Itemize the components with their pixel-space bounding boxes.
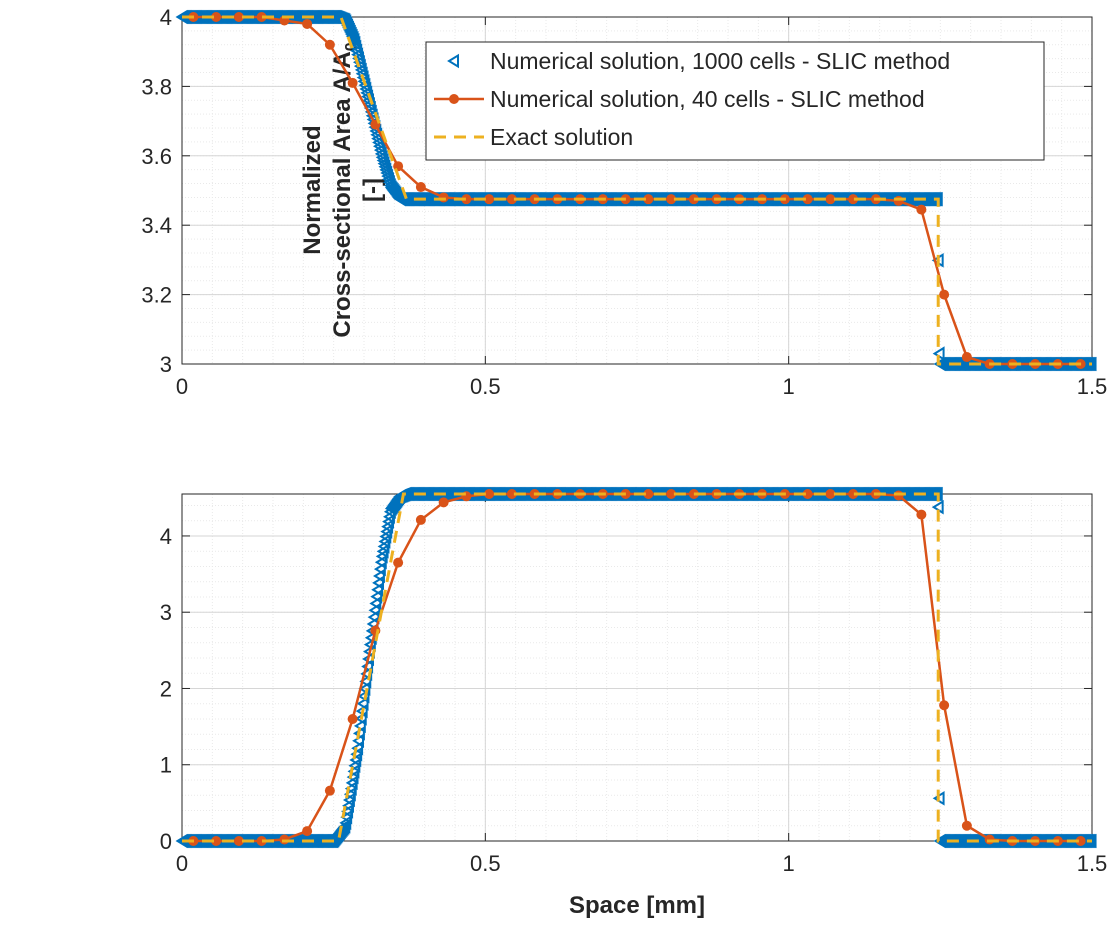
data-point-1000-cells: [367, 609, 380, 625]
data-point-40-cells: [438, 192, 449, 203]
y-tick-label: 4: [160, 524, 172, 549]
data-point-1000-cells: [371, 582, 384, 597]
series-exact-line: [182, 492, 1092, 843]
x-tick-label: 1.5: [1077, 374, 1108, 399]
data-point-1000-cells: [373, 568, 385, 584]
data-point-40-cells: [279, 834, 290, 845]
data-point-40-cells: [211, 836, 222, 846]
data-point-40-cells: [415, 514, 426, 525]
data-point-40-cells: [939, 700, 950, 711]
y-axis-label-line: [-]: [359, 178, 386, 202]
legend-entry-label: Numerical solution, 1000 cells - SLIC me…: [490, 48, 950, 74]
legend: Numerical solution, 1000 cells - SLIC me…: [425, 41, 1045, 161]
data-point-40-cells: [961, 820, 972, 831]
y-tick-label: 3.4: [141, 213, 172, 238]
y-tick-label: 1: [160, 753, 172, 778]
data-point-1000-cells: [369, 596, 382, 611]
x-axis-label: Space [mm]: [569, 892, 705, 919]
legend-entry-label: Exact solution: [490, 124, 633, 150]
data-point-40-cells: [324, 785, 335, 796]
data-point-40-cells: [347, 77, 358, 88]
y-tick-label: 2: [160, 676, 172, 701]
data-point-40-cells: [802, 489, 813, 499]
y-tick-label: 3.2: [141, 283, 172, 308]
data-point-40-cells: [848, 194, 859, 205]
data-point-40-cells: [939, 289, 950, 300]
data-point-40-cells: [347, 713, 358, 724]
data-point-1000-cells: [358, 681, 371, 697]
legend-marker-40-cells: [449, 94, 459, 104]
y-axis-label-line: Normalized: [299, 125, 326, 254]
data-point-40-cells: [302, 18, 313, 29]
data-point-1000-cells: [1084, 356, 1097, 372]
y-tick-label: 3.6: [141, 144, 172, 169]
area-plot-panel: 0 0.5 1 1.5 3 3.2 3.4 3.6 3.8 4 Normalized Cross-se…: [141, 5, 1107, 399]
data-point-40-cells: [916, 509, 927, 520]
data-point-40-cells: [211, 12, 222, 22]
data-point-40-cells: [825, 489, 836, 499]
data-point-40-cells: [256, 12, 267, 22]
data-point-40-cells: [233, 12, 244, 22]
legend-box: [425, 41, 1045, 161]
y-tick-label: 4: [160, 5, 172, 30]
y-tick-label: 3.8: [141, 74, 172, 99]
data-point-40-cells: [461, 194, 472, 205]
data-point-40-cells: [688, 489, 699, 499]
data-point-40-cells: [825, 194, 836, 205]
y-tick-label: 3: [160, 352, 172, 377]
y-axis-label-line: Cross-sectional Area A/A: [329, 51, 356, 337]
y-tick-label: 3: [160, 600, 172, 625]
axes-box: [181, 16, 1093, 365]
x-tick-label: 0.5: [470, 851, 501, 876]
y-tick-label: 0: [160, 829, 172, 854]
data-point-40-cells: [643, 194, 654, 205]
data-point-1000-cells: [372, 575, 385, 591]
data-point-1000-cells: [370, 589, 383, 604]
x-tick-label: 0: [176, 851, 188, 876]
data-point-40-cells: [666, 194, 677, 205]
data-point-40-cells: [393, 557, 404, 568]
y-axis-label: Normalized Cross-sectional Area A/A0[-]: [299, 42, 386, 337]
data-point-40-cells: [984, 834, 995, 845]
data-point-40-cells: [506, 489, 517, 499]
data-point-40-cells: [506, 194, 517, 205]
data-point-1000-cells: [351, 740, 364, 756]
x-tick-label: 1: [783, 374, 795, 399]
data-point-40-cells: [233, 836, 244, 846]
data-point-40-cells: [438, 497, 449, 508]
data-point-40-cells: [666, 489, 677, 499]
data-point-40-cells: [1075, 836, 1086, 846]
x-tick-label: 1.5: [1077, 851, 1108, 876]
data-point-40-cells: [916, 204, 927, 215]
plot-area: [175, 9, 1097, 372]
x-tick-label: 0: [176, 374, 188, 399]
data-point-40-cells: [324, 39, 335, 50]
data-point-1000-cells: [1084, 833, 1097, 849]
data-point-40-cells: [802, 194, 813, 205]
data-point-40-cells: [643, 489, 654, 499]
data-point-40-cells: [256, 836, 267, 846]
data-point-1000-cells: [356, 696, 369, 711]
data-point-40-cells: [893, 195, 904, 206]
data-point-40-cells: [415, 182, 426, 193]
data-point-40-cells: [893, 490, 904, 501]
legend-entry-label: Numerical solution, 40 cells - SLIC meth…: [490, 86, 925, 112]
data-point-40-cells: [688, 194, 699, 205]
data-point-40-cells: [848, 489, 859, 499]
data-point-40-cells: [302, 826, 313, 837]
data-point-40-cells: [484, 194, 495, 205]
data-point-40-cells: [961, 352, 972, 363]
x-tick-label: 1: [783, 851, 795, 876]
legend-marker-1000-cells: [447, 53, 459, 69]
data-point-40-cells: [484, 489, 495, 499]
velocity-plot-panel: 00.511.501234Velocity u[cm/s]Space [mm]: [160, 486, 1108, 919]
data-point-1000-cells: [368, 603, 381, 618]
x-tick-label: 0.5: [470, 374, 501, 399]
plot-area: [175, 486, 1097, 849]
data-point-1000-cells: [373, 561, 386, 577]
data-point-1000-cells: [359, 674, 372, 689]
